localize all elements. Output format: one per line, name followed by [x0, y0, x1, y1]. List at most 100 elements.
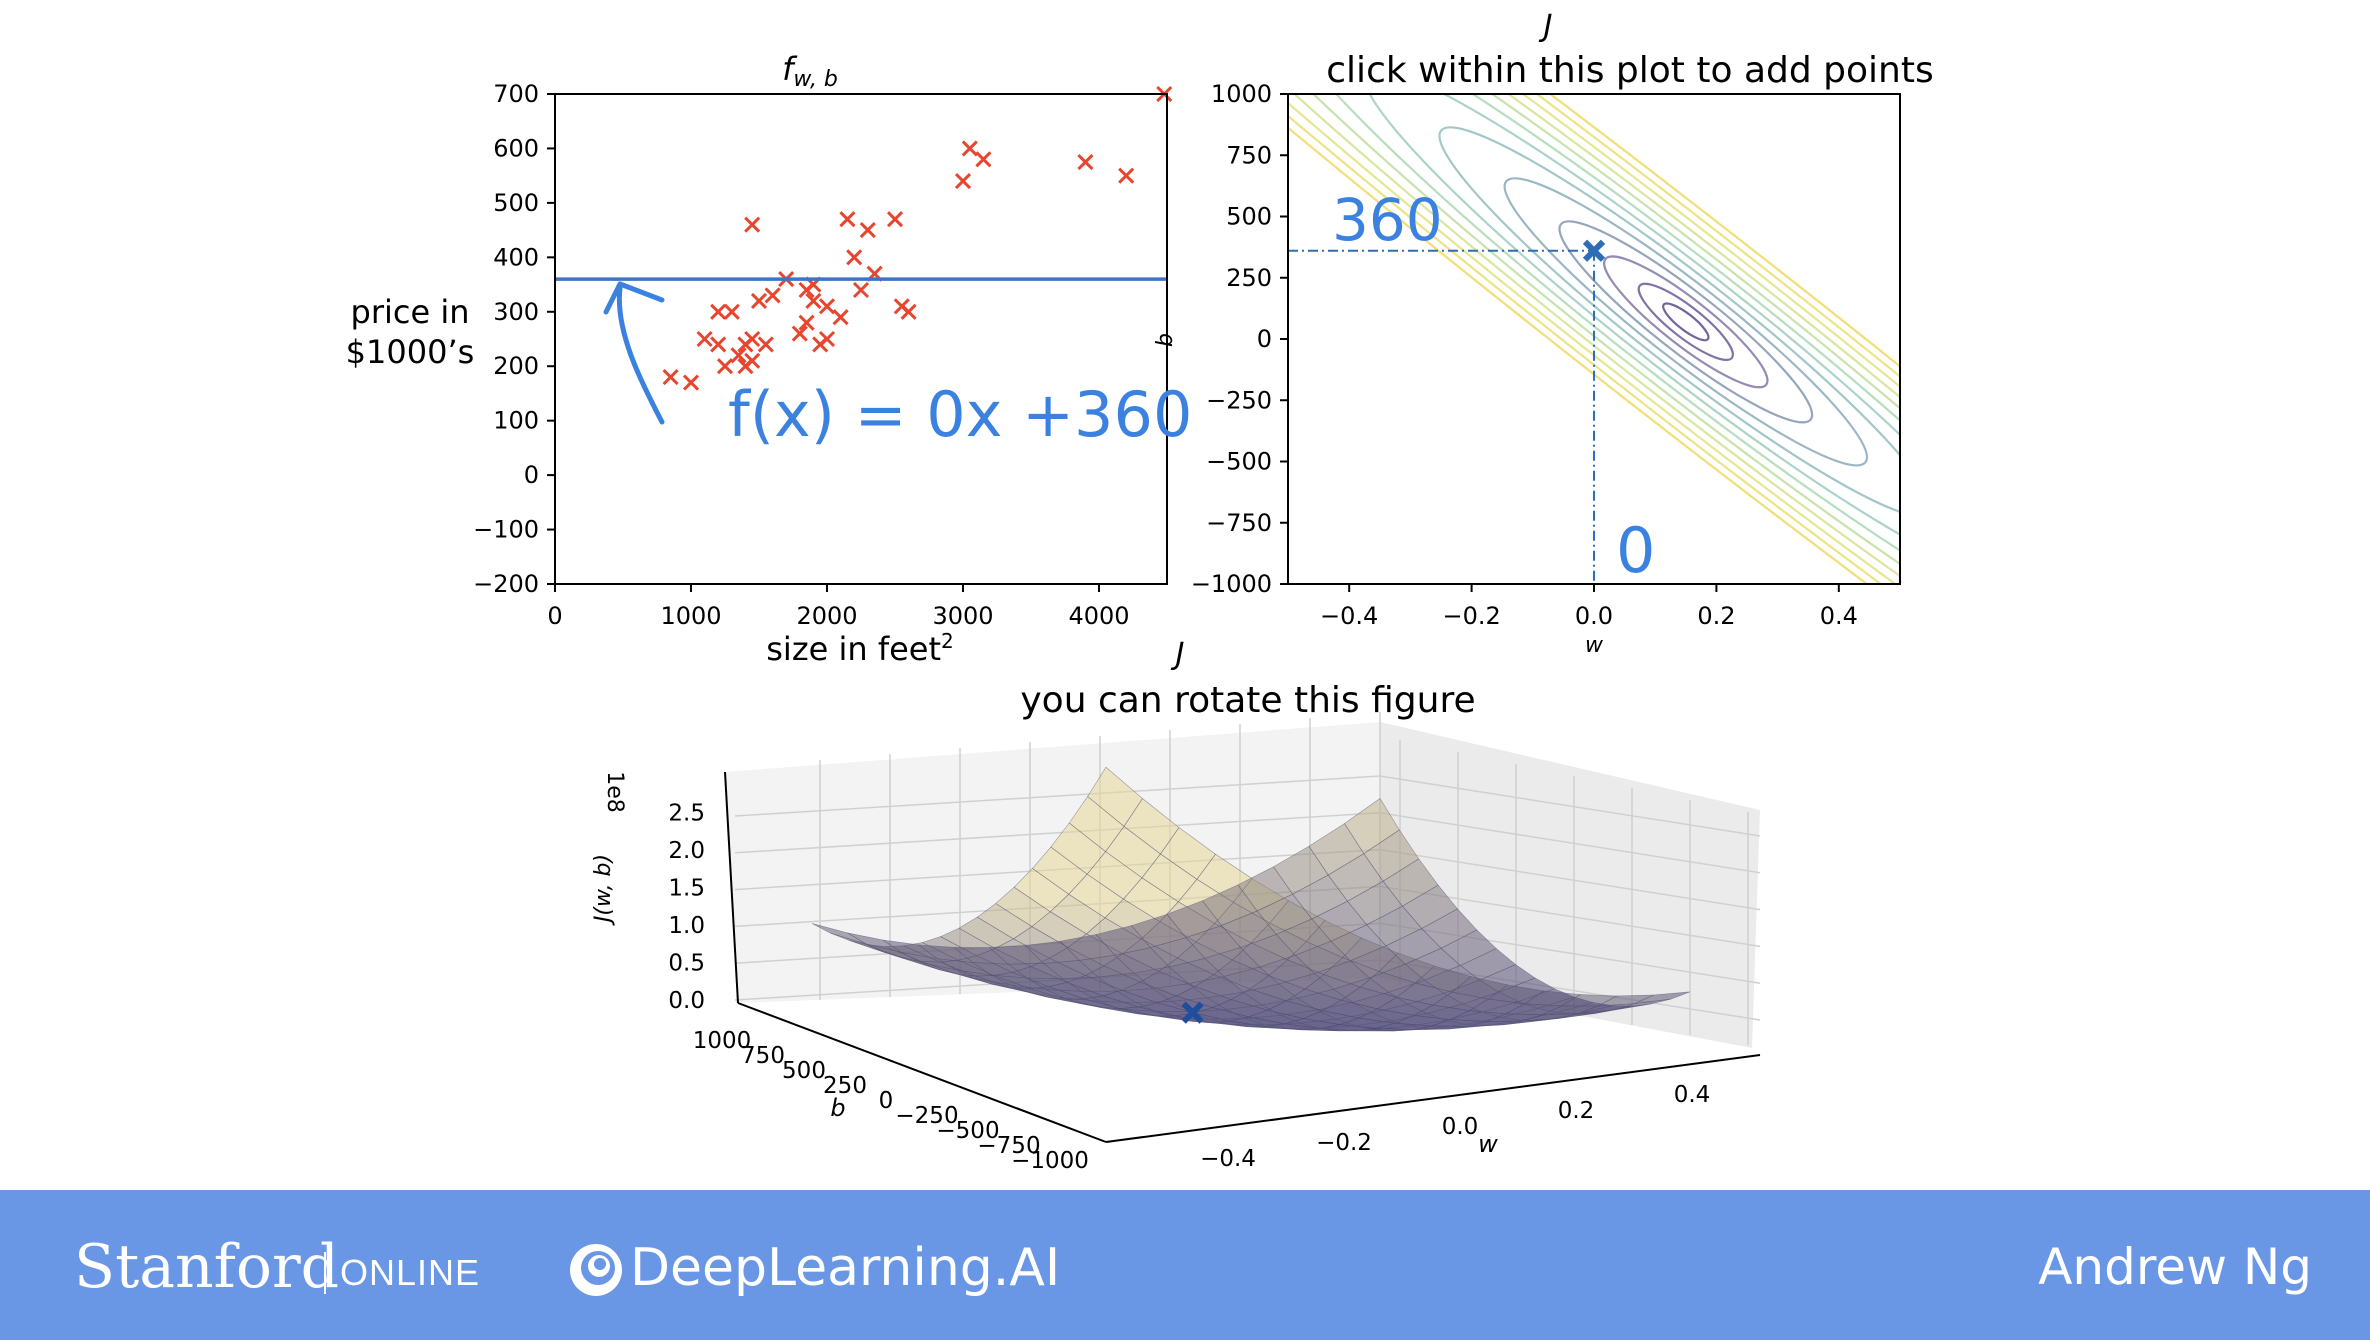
annotation-0: 0: [1616, 514, 1655, 587]
contour-y-tick-label: 1000: [1211, 80, 1272, 108]
data-point: [961, 140, 978, 157]
contour-y-tick-label: −750: [1206, 509, 1272, 537]
data-point: [798, 281, 815, 299]
scatter-y-tick-label: 700: [493, 80, 539, 108]
contour-line: [1288, 94, 1900, 584]
contour-axes-frame[interactable]: [1287, 93, 1901, 585]
b-axis-line: [737, 1002, 1107, 1143]
annotation-arrowhead: [603, 281, 665, 315]
contour-line: [1558, 220, 1814, 424]
surface-b-tick-label: −1000: [1011, 1148, 1089, 1174]
contour-line: [1438, 126, 1900, 518]
scatter-y-tick-label: 600: [493, 134, 539, 162]
data-point: [832, 309, 849, 326]
scatter-y-ticks: −200 −100 0 100 200 300 400 500 600 700: [473, 80, 555, 598]
data-point: [839, 211, 856, 228]
grid-line: [1379, 848, 1761, 911]
data-point: [730, 347, 747, 364]
surface-b-label: b: [830, 1094, 845, 1122]
grid-line: [734, 812, 1381, 854]
scatter-plot: fw, b −200 −100 0 100 200 300 400 500 600 700 0 10…: [346, 50, 1193, 668]
surface-z-tick-label: 0.0: [668, 988, 705, 1014]
annotation-equation: f(x) = 0x +360: [728, 378, 1192, 451]
contour-x-ticks: −0.4 −0.2 0.0 0.2 0.4: [1320, 584, 1858, 630]
contour-line: [1662, 302, 1710, 342]
scatter-xlabel: size in feet2: [766, 629, 953, 668]
data-point: [710, 303, 727, 320]
cost-surface: [811, 766, 1691, 1032]
scatter-axes-frame[interactable]: [554, 93, 1168, 585]
contour-ylabel: b: [1153, 333, 1178, 347]
surface-b-tick-label: 0: [879, 1088, 894, 1114]
surface-z-tick-label: 0.5: [668, 951, 705, 977]
surface-b-tick-label: 1000: [693, 1028, 752, 1054]
data-point: [886, 211, 904, 228]
author-name: Andrew Ng: [2038, 1238, 2312, 1296]
data-point: [791, 325, 808, 342]
surface-selected-point: [1181, 1001, 1204, 1024]
surface-b-tick-label: 250: [823, 1073, 867, 1099]
surface-w-tick-label: −0.4: [1200, 1146, 1256, 1172]
scatter-y-tick-label: 400: [493, 243, 539, 271]
surface-plot[interactable]: J you can rotate this figure 0.0 0.5 1.0 1.…: [591, 637, 1761, 1175]
surface-z-tick-label: 1.5: [668, 876, 705, 902]
data-point: [764, 287, 781, 304]
scatter-ylabel-line2: $1000’s: [346, 333, 475, 371]
scatter-title: fw, b: [782, 50, 838, 92]
scatter-y-tick-label: 500: [493, 189, 539, 217]
surface-patch: [1634, 991, 1691, 1005]
scatter-x-tick-label: 3000: [932, 602, 993, 630]
contour-plot: J click within this plot to add points −…: [1153, 9, 1934, 658]
contour-line: [1288, 94, 1900, 584]
stanford-online-label: ONLINE: [324, 1252, 480, 1294]
scatter-y-tick-label: −200: [473, 570, 539, 598]
contour-x-tick-label: −0.2: [1442, 602, 1500, 630]
annotation-360: 360: [1332, 186, 1443, 254]
deeplearning-logo-icon: [570, 1244, 622, 1296]
contour-line: [1288, 94, 1900, 584]
surface-w-tick-label: 0.4: [1674, 1082, 1711, 1108]
contour-x-tick-label: 0.4: [1820, 602, 1858, 630]
data-point: [1077, 153, 1094, 171]
surface-subtitle: you can rotate this figure: [1020, 680, 1475, 721]
marker-stroke: [1582, 239, 1606, 262]
scatter-y-tick-label: 300: [493, 298, 539, 326]
surface-z-multiplier: 1e8: [602, 771, 627, 813]
data-point: [757, 336, 774, 353]
data-point: [750, 292, 768, 309]
contour-line: [1503, 177, 1869, 467]
data-point: [682, 374, 700, 391]
deeplearning-logo-text: DeepLearning.AI: [630, 1238, 1061, 1298]
data-point: [696, 330, 713, 348]
data-point: [818, 298, 836, 315]
grid-line: [1379, 812, 1761, 874]
data-point: [723, 303, 740, 320]
surface-z-tick-label: 2.5: [668, 801, 705, 827]
scatter-x-tick-label: 2000: [796, 602, 857, 630]
data-point: [805, 292, 822, 309]
scatter-x-tick-label: 0: [547, 602, 562, 630]
scatter-x-tick-label: 4000: [1068, 602, 1129, 630]
surface-w-tick-label: 0.0: [1442, 1114, 1479, 1140]
contour-line: [1288, 94, 1900, 584]
surface-w-tick-label: 0.2: [1558, 1098, 1595, 1124]
data-point: [818, 330, 836, 348]
data-point: [744, 330, 761, 348]
stanford-logo: Stanford: [74, 1232, 340, 1302]
contour-line: [1288, 94, 1900, 584]
contour-y-tick-label: −1000: [1191, 570, 1272, 598]
data-point: [744, 216, 761, 233]
scatter-y-tick-label: 100: [493, 407, 539, 435]
contour-x-tick-label: 0.0: [1575, 602, 1613, 630]
data-point: [975, 151, 992, 168]
surface-b-tick-label: 750: [741, 1043, 785, 1069]
contour-y-tick-label: 250: [1226, 264, 1272, 292]
contour-x-tick-label: −0.4: [1320, 602, 1378, 630]
data-point: [846, 249, 863, 266]
contour-y-tick-label: 500: [1226, 203, 1272, 231]
data-point: [1118, 167, 1135, 184]
footer-bar: Stanford ONLINE DeepLearning.AI Andrew N…: [0, 1190, 2370, 1340]
selected-point: [1288, 239, 1606, 584]
contour-line: [1637, 282, 1734, 361]
